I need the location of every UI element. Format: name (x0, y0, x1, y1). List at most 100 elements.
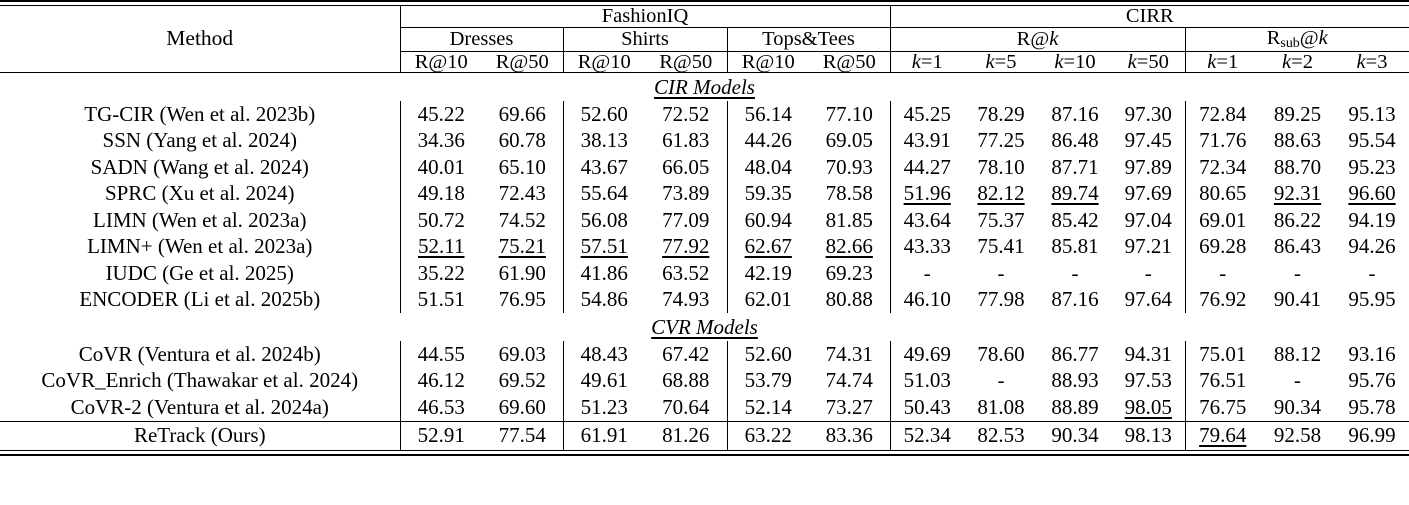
cell-value: 43.91 (889, 127, 964, 154)
cell-value: 51.51 (399, 286, 482, 313)
cell-value: 78.10 (977, 154, 1025, 179)
cell-value: 87.71 (1051, 154, 1099, 179)
cell-value: 77.92 (662, 234, 710, 259)
cell-value: 89.74 (1051, 181, 1099, 206)
cell-value: 80.65 (1184, 180, 1260, 207)
cell-value: 74.93 (662, 287, 710, 312)
table-row-ours: ReTrack (Ours) 52.91 77.54 61.91 81.26 6… (0, 421, 1409, 450)
cell-value: 88.70 (1273, 154, 1322, 179)
cell-value: 74.52 (498, 207, 546, 232)
cell-value: 49.69 (889, 341, 964, 368)
table-row: TG-CIR (Wen et al. 2023b) 45.22 69.66 52… (0, 101, 1409, 128)
column-header-rk-5: k=5 (985, 50, 1017, 73)
cell-value: 44.27 (889, 154, 964, 181)
section-cir-models: CIR Models TG-CIR (Wen et al. 2023b) 45.… (0, 72, 1409, 313)
section-title: CIR Models (654, 74, 755, 99)
cell-value: 35.22 (399, 260, 482, 287)
method-name: IUDC (Ge et al. 2025) (105, 260, 294, 285)
cell-value: 78.60 (977, 341, 1025, 366)
cell-value: 60.78 (498, 128, 546, 153)
header-row-metrics: R@10 R@50 R@10 R@50 R@10 R@50 k=1 k=5 k=… (0, 51, 1409, 73)
cell-value: 75.41 (977, 234, 1025, 259)
method-name-ours: ReTrack (Ours) (133, 423, 266, 447)
method-name: SADN (Wang et al. 2024) (90, 154, 309, 179)
cell-value: 45.25 (889, 101, 964, 128)
cell-value: 97.45 (1124, 128, 1172, 153)
table-row: CoVR (Ventura et al. 2024b) 44.55 69.03 … (0, 341, 1409, 368)
table-row: SPRC (Xu et al. 2024) 49.18 72.43 55.64 … (0, 180, 1409, 207)
cell-value: 65.10 (498, 154, 546, 179)
cell-value: 62.67 (726, 233, 809, 260)
cell-value: 61.91 (562, 421, 645, 450)
cell-value: 98.05 (1124, 394, 1172, 419)
cell-value: - (997, 368, 1005, 393)
cell-value: 92.31 (1273, 181, 1322, 206)
cell-value: 70.93 (825, 154, 873, 179)
cell-value: 51.96 (889, 180, 964, 207)
cell-value: 90.34 (1051, 423, 1099, 447)
cell-value: 82.53 (977, 423, 1025, 447)
cell-value: 97.69 (1124, 181, 1172, 206)
cell-value: 48.43 (562, 341, 645, 368)
cell-value: 77.54 (498, 423, 546, 447)
section-title: CVR Models (651, 314, 758, 339)
cell-value: 97.89 (1124, 154, 1172, 179)
cell-value: 95.95 (1348, 287, 1396, 312)
cell-value: 88.63 (1273, 128, 1322, 153)
cell-value: 97.30 (1124, 101, 1172, 126)
cell-value: 70.64 (662, 394, 710, 419)
method-name: CoVR_Enrich (Thawakar et al. 2024) (41, 368, 359, 393)
column-subgroup-header-rsubk: Rsub@k (1184, 27, 1409, 52)
table-row: SSN (Yang et al. 2024) 34.36 60.78 38.13… (0, 127, 1409, 154)
table-row: LIMN (Wen et al. 2023a) 50.72 74.52 56.0… (0, 207, 1409, 234)
cell-value: 55.64 (562, 180, 645, 207)
cell-value: 69.52 (498, 368, 546, 393)
cell-value: 69.66 (498, 101, 546, 126)
cell-value: 69.03 (498, 341, 546, 366)
cell-value: 43.67 (562, 154, 645, 181)
cell-value: 82.12 (977, 181, 1025, 206)
cell-value: 75.01 (1184, 341, 1260, 368)
cell-value: 88.89 (1051, 394, 1099, 419)
column-group-header-cirr: CIRR (889, 5, 1409, 28)
table-row: SADN (Wang et al. 2024) 40.01 65.10 43.6… (0, 154, 1409, 181)
cell-value: 85.42 (1051, 207, 1099, 232)
cell-value: 79.64 (1184, 421, 1260, 450)
cell-value: 94.19 (1348, 207, 1396, 232)
column-header-topstees-r50: R@50 (822, 50, 876, 73)
cell-value: 77.25 (977, 128, 1025, 153)
table-row: IUDC (Ge et al. 2025) 35.22 61.90 41.86 … (0, 260, 1409, 287)
cell-value: 88.12 (1273, 341, 1322, 366)
bottom-rule-row (0, 449, 1409, 455)
column-header-rsubk-1: k=1 (1184, 51, 1260, 73)
column-header-shirts-r10: R@10 (562, 51, 645, 73)
column-subgroup-header-topstees: Tops&Tees (726, 27, 890, 52)
cell-value: 69.01 (1184, 207, 1260, 234)
cell-value: 87.16 (1051, 287, 1099, 312)
cell-value: 77.98 (977, 287, 1025, 312)
cell-value: 52.91 (399, 421, 482, 450)
cell-value: 46.10 (889, 286, 964, 313)
cell-value: 81.26 (662, 423, 710, 447)
cell-value: 93.16 (1348, 341, 1396, 366)
results-table: Method FashionIQ CIRR Dresses Shirts Top… (0, 1, 1409, 455)
column-header-dresses-r10: R@10 (399, 51, 482, 73)
column-subgroup-header-shirts: Shirts (562, 27, 727, 52)
column-subgroup-header-dresses: Dresses (399, 27, 563, 52)
cell-value: 68.88 (662, 368, 710, 393)
cell-value: 56.08 (562, 207, 645, 234)
cell-value: 76.75 (1184, 394, 1260, 421)
column-header-rk-10: k=10 (1054, 50, 1096, 73)
cell-value: 86.77 (1051, 341, 1099, 366)
cell-value: 85.81 (1051, 234, 1099, 259)
cell-value: 73.27 (825, 394, 873, 419)
table-row: LIMN+ (Wen et al. 2023a) 52.11 75.21 57.… (0, 233, 1409, 260)
cell-value: 61.83 (662, 128, 710, 153)
method-name: ENCODER (Li et al. 2025b) (79, 287, 321, 312)
cell-value: 51.03 (889, 367, 964, 394)
cell-value: 63.22 (726, 421, 809, 450)
cell-value: 74.31 (825, 341, 873, 366)
section-header-cvr-models: CVR Models (0, 313, 1409, 341)
cell-value: 69.05 (825, 128, 873, 153)
cell-value: 56.14 (726, 101, 809, 128)
